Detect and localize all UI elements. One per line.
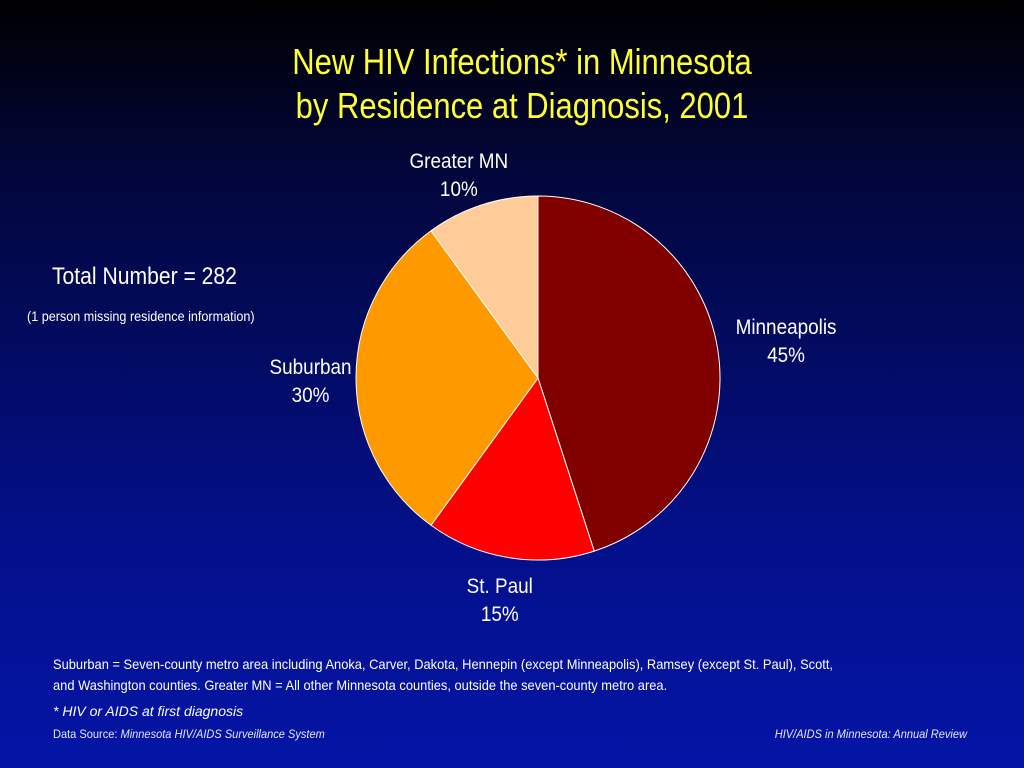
title-line-1: New HIV Infections* in Minnesota (292, 41, 752, 82)
pie-slice-minneapolis (537, 195, 721, 552)
pie-slice-suburban (355, 230, 539, 526)
slice-percent: 15% (480, 603, 519, 626)
suburban-definition-note: Suburban = Seven-county metro area inclu… (53, 654, 933, 696)
missing-note: (1 person missing residence information) (27, 308, 255, 324)
slice-name: Suburban (269, 356, 352, 379)
pie-slice-greater-mn (430, 195, 539, 380)
pie-slice-st-paul (430, 376, 595, 561)
data-source: Data Source: Minnesota HIV/AIDS Surveill… (53, 727, 325, 741)
slice-name: Greater MN (409, 150, 508, 173)
slice-label-greater-mn: Greater MN 10% (409, 148, 508, 204)
source-prefix: Data Source: (53, 727, 121, 741)
footnote-line-2: and Washington counties. Greater MN = Al… (53, 677, 668, 693)
slice-label-suburban: Suburban 30% (270, 354, 352, 410)
slice-name: St. Paul (466, 575, 533, 598)
slide-title: New HIV Infections* in Minnesota by Resi… (73, 40, 971, 128)
slice-name: Minneapolis (735, 316, 837, 339)
slice-percent: 30% (291, 384, 330, 407)
publication-name: HIV/AIDS in Minnesota: Annual Review (774, 727, 967, 741)
slice-label-minneapolis: Minneapolis 45% (735, 314, 836, 370)
asterisk-note: * HIV or AIDS at first diagnosis (53, 703, 244, 719)
footnote-line-1: Suburban = Seven-county metro area inclu… (53, 656, 834, 672)
total-number: Total Number = 282 (52, 263, 237, 290)
title-line-2: by Residence at Diagnosis, 2001 (295, 85, 749, 126)
slice-percent: 45% (766, 344, 805, 367)
slice-percent: 10% (439, 178, 478, 201)
slice-label-st-paul: St. Paul 15% (467, 573, 533, 629)
source-name: Minnesota HIV/AIDS Surveillance System (120, 727, 325, 741)
